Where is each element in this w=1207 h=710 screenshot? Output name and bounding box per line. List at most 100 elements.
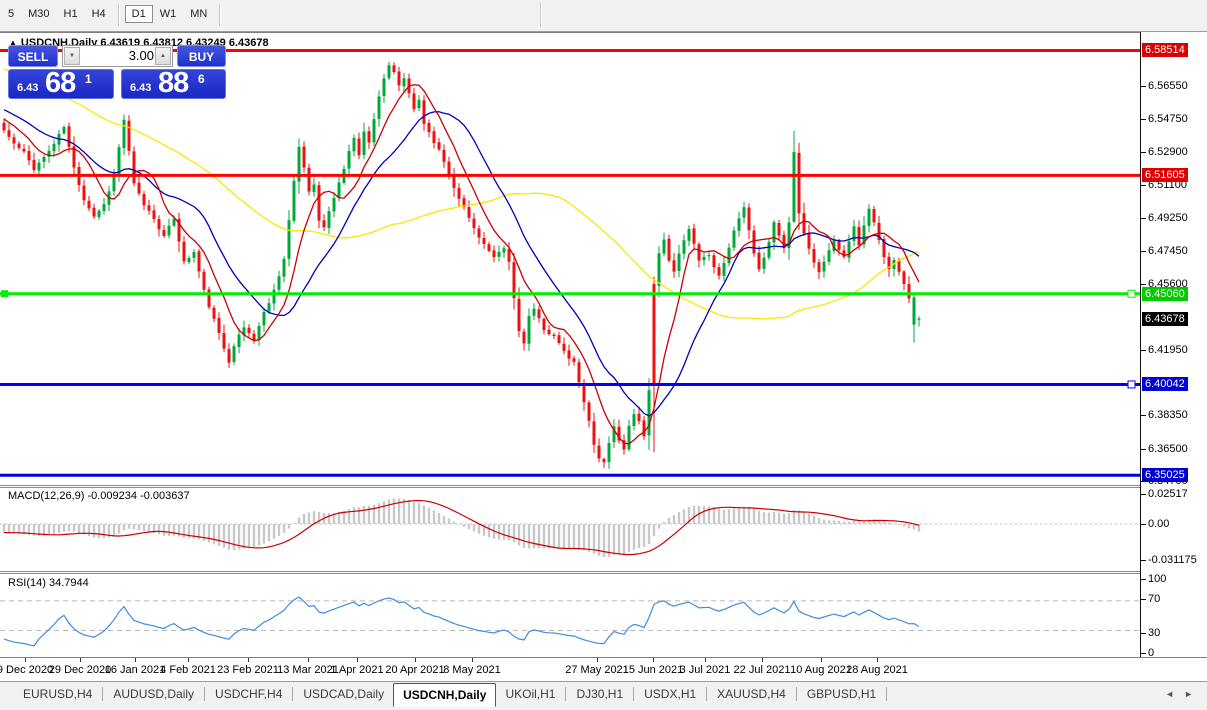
- timeframe-button-h4[interactable]: H4: [91, 8, 106, 20]
- one-click-trading-panel: SELL ▼ 3.00 ▲ BUY 6.43 68 1 6.43 88 6: [8, 45, 226, 99]
- date-label: 16 Jan 2021: [104, 664, 166, 676]
- axis-tick: [1141, 118, 1146, 120]
- price-axis[interactable]: 6.56550 6.54750 6.52900 6.51100 6.49250 6.474…: [1141, 32, 1207, 659]
- price-chart-canvas[interactable]: [0, 33, 1140, 485]
- volume-input[interactable]: 3.00: [128, 48, 154, 63]
- timeframe-button-5[interactable]: 5: [8, 8, 15, 20]
- price-level-label: 6.35025: [1142, 468, 1188, 483]
- sell-price-prefix: 6.43: [17, 82, 39, 94]
- rsi-axis-label: 100: [1148, 573, 1167, 585]
- macd-signal-line: [4, 499, 920, 556]
- date-label: 20 Apr 2021: [385, 664, 445, 676]
- rsi-axis-label: 70: [1148, 593, 1161, 605]
- axis-tick: [1141, 524, 1146, 525]
- sell-price-main: 68: [45, 67, 76, 99]
- axis-tick: [1141, 250, 1146, 252]
- price-tick-label: 6.38350: [1148, 409, 1188, 422]
- price-tick-label: 6.36500: [1148, 442, 1188, 455]
- time-tick: [415, 658, 416, 662]
- time-tick: [135, 658, 136, 662]
- panel-splitter[interactable]: [0, 485, 1207, 488]
- chevron-down-icon: ▼: [69, 53, 75, 59]
- volume-spinner: ▼ 3.00 ▲: [62, 45, 173, 67]
- time-tick: [80, 658, 81, 662]
- buy-button[interactable]: BUY: [177, 45, 226, 67]
- chart-tab-eurusd[interactable]: EURUSD,H4: [23, 687, 93, 701]
- panel-splitter[interactable]: [0, 571, 1207, 574]
- tab-separator: [565, 687, 567, 701]
- axis-tick: [1141, 653, 1146, 654]
- axis-tick: [1141, 151, 1146, 153]
- volume-decrease-button[interactable]: ▼: [64, 47, 80, 65]
- tab-scroll-left-icon[interactable]: ◄: [1165, 689, 1185, 699]
- axis-tick: [1141, 283, 1146, 285]
- axis-tick: [1141, 579, 1146, 580]
- chart-tab-usdx[interactable]: USDX,H1: [644, 687, 697, 701]
- toolbar-separator: [219, 4, 222, 26]
- volume-increase-button[interactable]: ▲: [155, 47, 171, 65]
- price-level-label: 6.45060: [1142, 286, 1188, 301]
- macd-axis-label: 0.02517: [1148, 488, 1188, 500]
- chart-tab-usdcnh[interactable]: USDCNH,Daily: [393, 683, 497, 707]
- time-tick: [705, 658, 706, 662]
- price-tick-label: 6.56550: [1148, 80, 1188, 92]
- sell-button[interactable]: SELL: [8, 45, 58, 67]
- chart-tab-usdcad[interactable]: USDCAD,Daily: [303, 687, 385, 701]
- timeframe-button-d1[interactable]: D1: [124, 5, 153, 23]
- chart-tab-xauusd[interactable]: XAUUSD,H4: [717, 687, 786, 701]
- tab-separator: [886, 687, 888, 701]
- price-level-label: 6.58514: [1142, 43, 1188, 58]
- time-tick: [762, 658, 763, 662]
- tab-scroll-arrows[interactable]: ◄►: [1165, 689, 1203, 699]
- date-label: 27 May 2021: [565, 664, 629, 676]
- chart-tab-bar: EURUSD,H4 AUDUSD,Daily USDCHF,H4 USDCAD,Dai…: [0, 681, 1207, 710]
- date-label: 23 Feb 2021: [217, 664, 279, 676]
- date-label: 10 Aug 2021: [790, 664, 852, 676]
- price-tick-label: 6.41950: [1148, 343, 1188, 356]
- macd-axis-label: -0.031175: [1148, 554, 1197, 566]
- chart-tab-ukoil[interactable]: UKOil,H1: [505, 687, 556, 701]
- time-tick: [877, 658, 878, 662]
- toolbar-divider: [540, 3, 542, 27]
- time-tick: [597, 658, 598, 662]
- time-axis[interactable]: 9 Dec 2020 29 Dec 2020 16 Jan 2021 4 Feb 20…: [0, 657, 1207, 681]
- tab-separator: [795, 687, 797, 701]
- buy-price-pip: 6: [198, 72, 205, 86]
- timeframe-button-h1[interactable]: H1: [63, 8, 78, 20]
- timeframe-button-m30[interactable]: M30: [28, 8, 50, 20]
- axis-tick: [1141, 184, 1146, 186]
- buy-price-display[interactable]: 6.43 88 6: [121, 67, 226, 99]
- sell-price-display[interactable]: 6.43 68 1: [8, 67, 114, 99]
- timeframe-button-w1[interactable]: W1: [159, 8, 177, 20]
- tab-separator: [292, 687, 294, 701]
- time-tick: [25, 658, 26, 662]
- chart-tab-gbpusd[interactable]: GBPUSD,H1: [806, 687, 877, 701]
- rsi-label: RSI(14) 34.7944: [8, 577, 89, 589]
- axis-tick: [1141, 560, 1146, 561]
- chart-tab-dj30[interactable]: DJ30,H1: [576, 687, 624, 701]
- macd-axis-label: 0.00: [1148, 518, 1170, 530]
- rsi-line: [3, 596, 920, 647]
- macd-label: MACD(12,26,9) -0.009234 -0.003637: [8, 490, 190, 502]
- axis-tick: [1141, 217, 1146, 219]
- date-label: 4 Feb 2021: [160, 664, 216, 676]
- rsi-axis-label: 30: [1148, 627, 1161, 639]
- collapse-triangle-icon[interactable]: ▲: [9, 38, 17, 47]
- price-tick-label: 6.49250: [1148, 211, 1188, 224]
- buy-price-main: 88: [158, 67, 189, 99]
- line-anchor-icon[interactable]: [1, 290, 8, 298]
- line-anchor-icon[interactable]: [1127, 380, 1136, 389]
- timeframe-button-mn[interactable]: MN: [190, 8, 208, 20]
- tab-scroll-right-icon[interactable]: ►: [1184, 689, 1203, 699]
- time-tick: [188, 658, 189, 662]
- price-tick-label: 6.54750: [1148, 112, 1188, 125]
- rsi-canvas[interactable]: [0, 574, 1140, 656]
- price-tick-label: 6.47450: [1148, 244, 1188, 257]
- macd-canvas[interactable]: [0, 488, 1140, 570]
- price-tick-label: 6.52900: [1148, 145, 1188, 158]
- time-tick: [308, 658, 309, 662]
- chart-tab-usdchf[interactable]: USDCHF,H4: [215, 687, 283, 701]
- chart-tab-audusd[interactable]: AUDUSD,Daily: [113, 687, 195, 701]
- axis-tick: [1141, 633, 1146, 634]
- line-anchor-icon[interactable]: [1127, 289, 1136, 298]
